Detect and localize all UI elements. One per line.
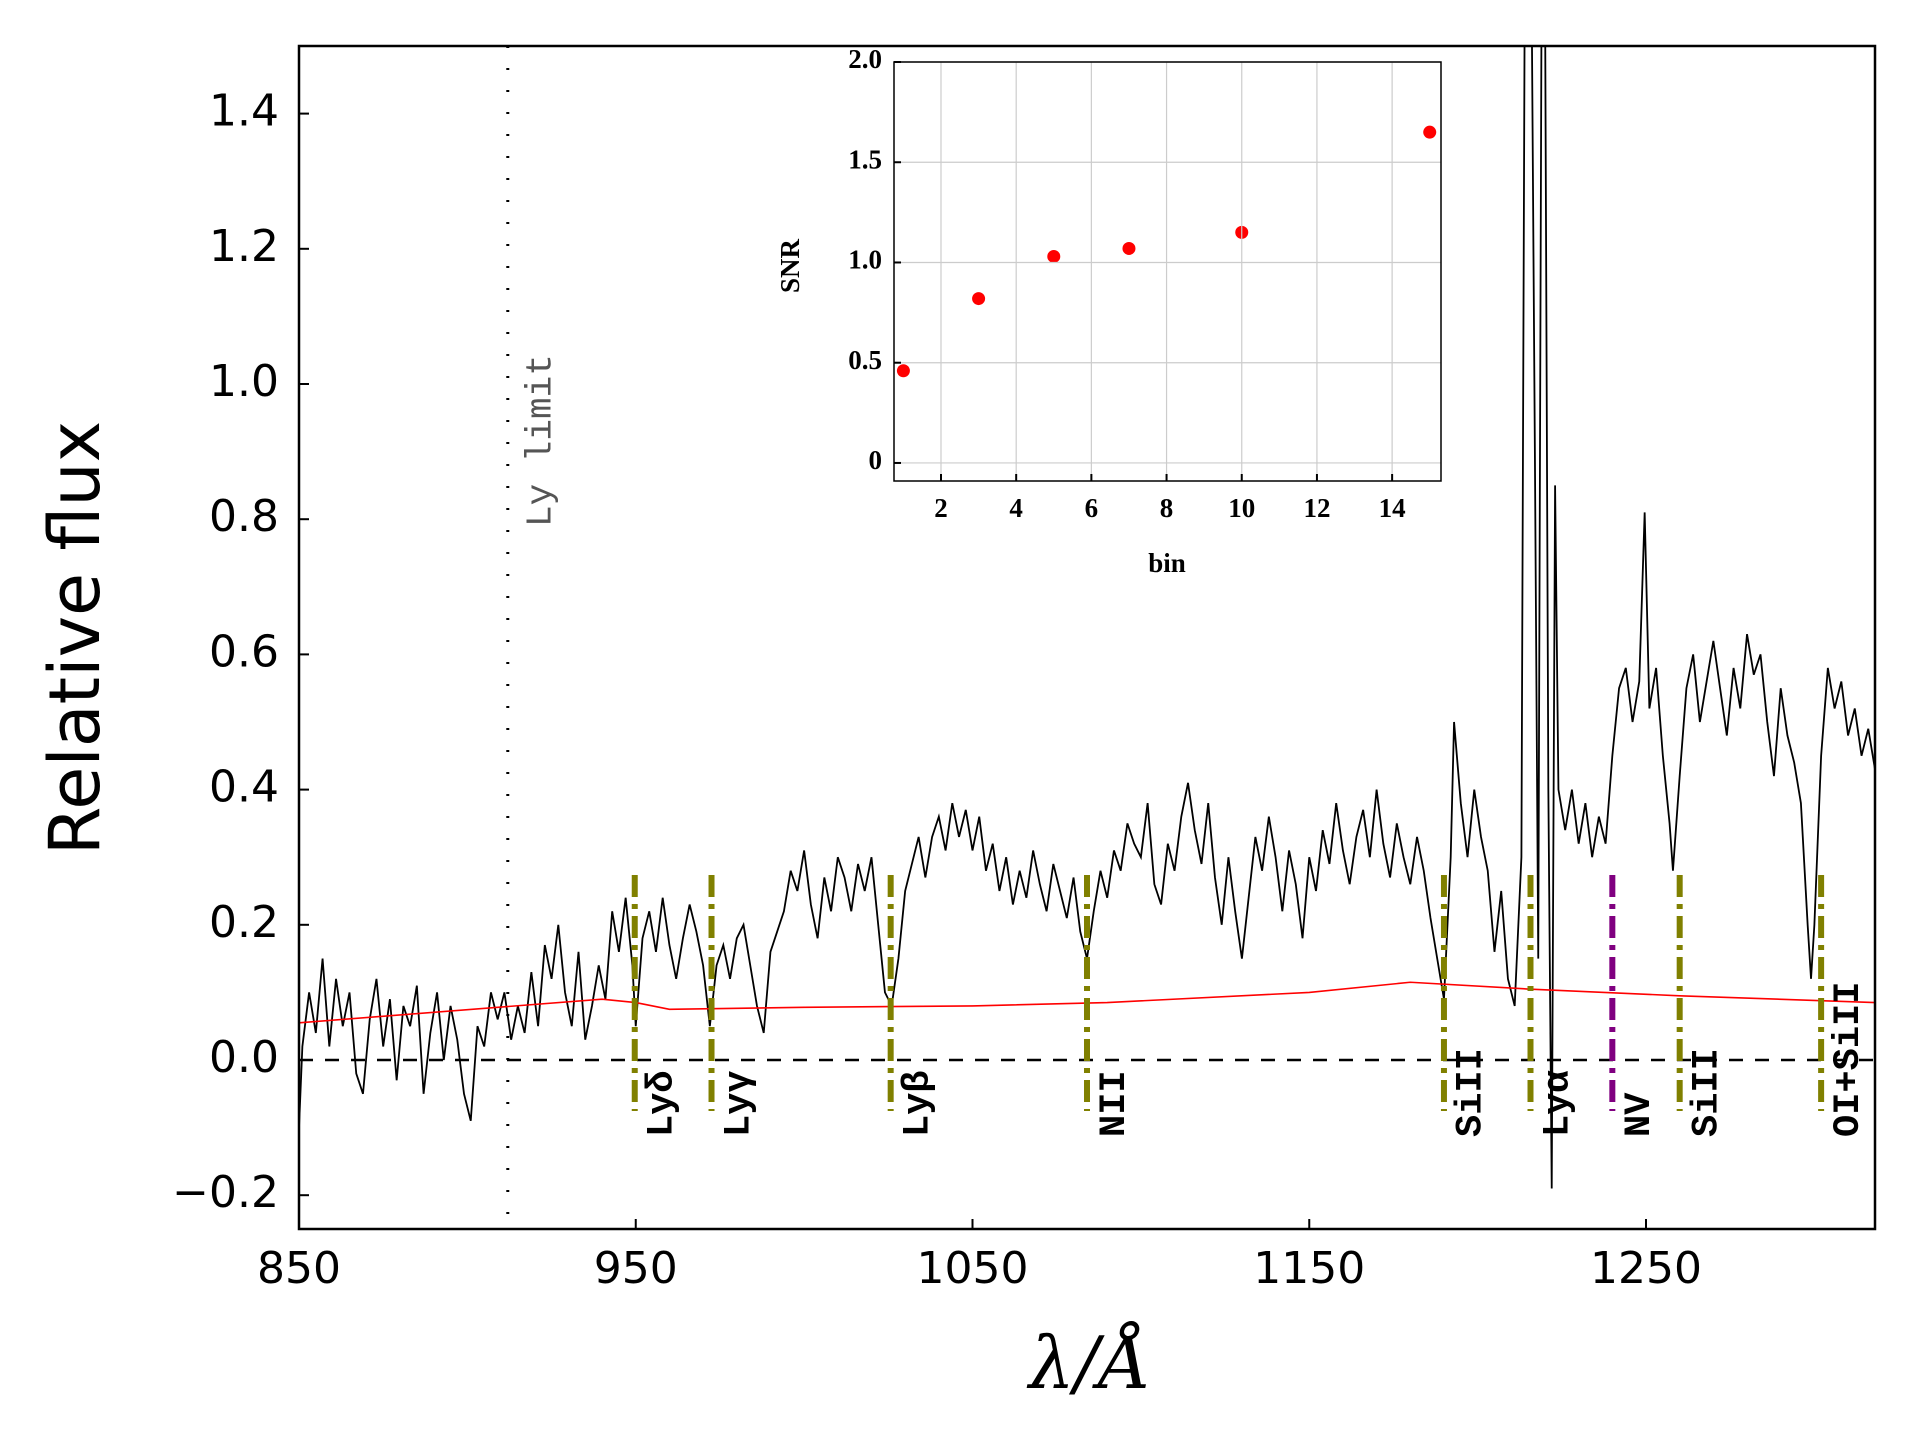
y-tick-label: −0.2 xyxy=(172,1167,279,1218)
line-marker-label: Lyα xyxy=(1537,1070,1579,1137)
line-marker-label: Lyβ xyxy=(897,1070,939,1137)
line-marker-label: NV xyxy=(1619,1092,1661,1137)
line-marker-label: SiII xyxy=(1686,1048,1728,1137)
y-tick-label: 0.0 xyxy=(209,1032,279,1083)
plot-area xyxy=(896,125,1437,378)
line-marker-label: SiII xyxy=(1451,1048,1493,1137)
x-tick-label: 4 xyxy=(1009,493,1023,523)
x-axis-label: λ/Å xyxy=(1026,1320,1151,1405)
limit-label: Ly limit xyxy=(520,354,561,527)
x-tick-label: 2 xyxy=(934,493,948,523)
y-tick-label: 0.4 xyxy=(209,762,279,813)
y-tick-label: 1.0 xyxy=(209,356,279,407)
inset-frame xyxy=(893,61,1442,482)
y-tick-label: 0.5 xyxy=(848,345,882,375)
y-tick-label: 1.0 xyxy=(848,245,882,275)
plot-frame xyxy=(297,44,1877,1231)
x-tick-label: 6 xyxy=(1085,493,1099,523)
x-tick-label: 1150 xyxy=(1253,1243,1365,1294)
y-tick-label: 0.6 xyxy=(209,626,279,677)
y-tick-label: 1.4 xyxy=(209,86,279,137)
x-tick-label: 950 xyxy=(594,1243,678,1294)
x-tick-label: 12 xyxy=(1303,493,1330,523)
x-tick-label: 850 xyxy=(257,1243,341,1294)
x-axis-label: bin xyxy=(1148,548,1186,578)
x-tick-label: 1250 xyxy=(1590,1243,1702,1294)
x-tick-label: 1050 xyxy=(917,1243,1029,1294)
plot-background xyxy=(894,62,1441,481)
line-marker-label: Lyγ xyxy=(718,1070,760,1137)
scatter-point xyxy=(896,364,910,378)
y-tick-label: 1.2 xyxy=(209,221,279,272)
scatter-point xyxy=(1423,125,1437,139)
scatter-point xyxy=(1122,241,1136,255)
y-axis-label: Relative flux xyxy=(34,421,116,855)
scatter-point xyxy=(972,292,986,306)
scatter-point xyxy=(1047,249,1061,263)
spectrum-line xyxy=(299,46,1875,1189)
x-tick-label: 8 xyxy=(1160,493,1174,523)
y-tick-label: 2.0 xyxy=(848,44,882,74)
x-tick-label: 10 xyxy=(1228,493,1255,523)
y-tick-label: 0.8 xyxy=(209,491,279,542)
y-tick-label: 0.2 xyxy=(209,897,279,948)
x-tick-label: 14 xyxy=(1379,493,1406,523)
y-tick-label: 1.5 xyxy=(848,144,882,174)
y-axis-label: SNR xyxy=(775,238,805,293)
y-tick-label: 0 xyxy=(869,445,883,475)
line-marker-label: OI+SiII xyxy=(1828,982,1870,1137)
line-marker-label: NII xyxy=(1094,1070,1136,1137)
line-marker-label: Lyδ xyxy=(642,1070,684,1137)
spectrum-line xyxy=(299,981,1875,1024)
